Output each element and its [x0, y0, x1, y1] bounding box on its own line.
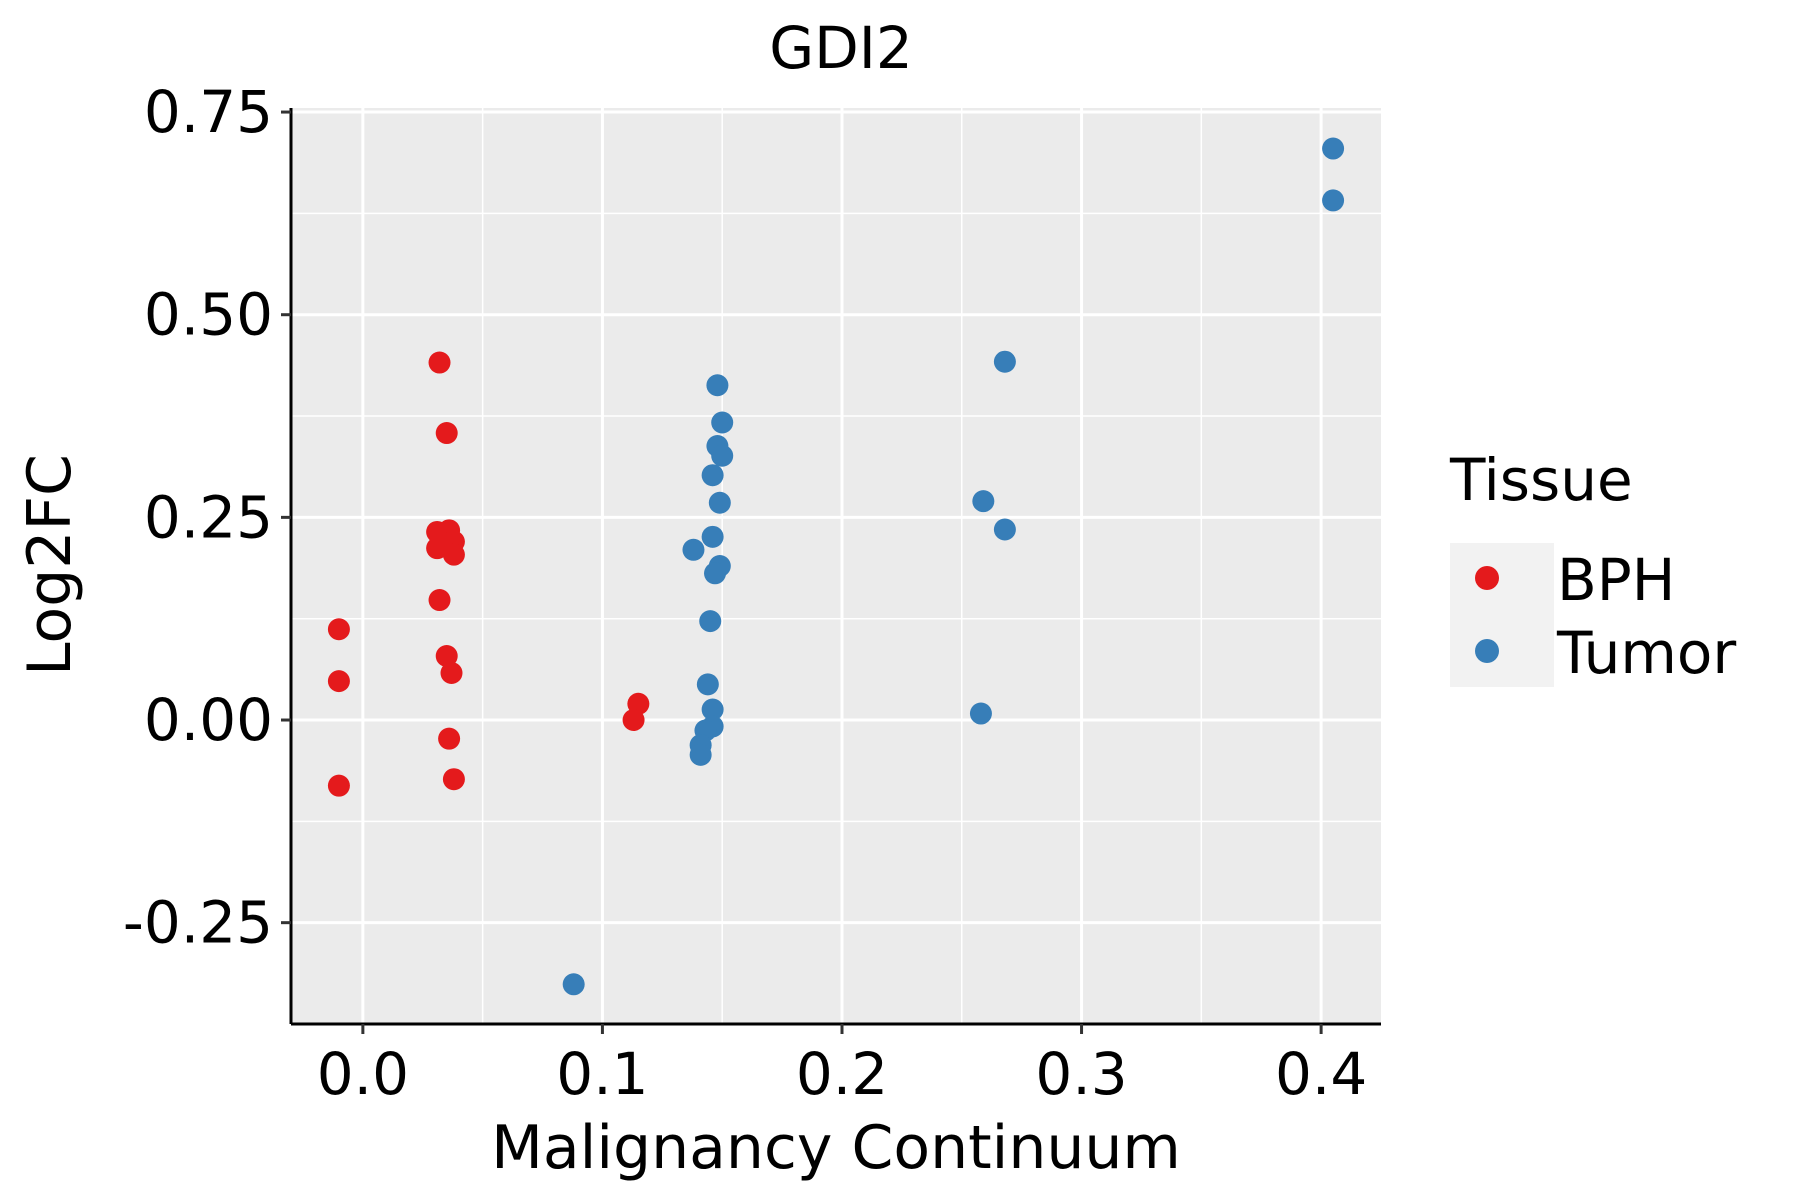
legend-key-bph	[1475, 566, 1499, 590]
y-axis-label: Log2FC	[15, 454, 85, 676]
data-point-bph	[622, 709, 645, 732]
grid-major	[291, 108, 1381, 1024]
data-points	[327, 137, 1345, 996]
data-point-bph	[327, 774, 350, 797]
legend-keys-background	[1450, 543, 1554, 687]
data-point-tumor	[1322, 137, 1345, 160]
y-axis-ticks: -0.25 0.00 0.25 0.50 0.75	[123, 78, 291, 957]
data-point-bph	[327, 670, 350, 693]
y-tick-label: 0.00	[144, 686, 273, 754]
data-point-bph	[435, 422, 458, 445]
data-point-bph	[440, 662, 463, 685]
data-point-bph	[442, 543, 465, 566]
y-tick-label: 0.50	[144, 281, 273, 349]
legend-key-tumor	[1475, 639, 1499, 663]
data-point-bph	[428, 589, 451, 612]
x-axis-label: Malignancy Continuum	[491, 1113, 1181, 1183]
data-point-tumor	[699, 610, 722, 633]
data-point-tumor	[682, 538, 705, 561]
legend-label-bph: BPH	[1557, 546, 1675, 614]
plot-panel	[291, 108, 1381, 1024]
data-point-bph	[327, 618, 350, 641]
legend: Tissue BPH Tumor	[1449, 446, 1736, 687]
data-point-tumor	[562, 973, 585, 996]
y-tick-label: 0.75	[144, 78, 273, 146]
data-point-tumor	[972, 490, 995, 513]
data-point-tumor	[701, 464, 724, 487]
x-tick-label: 0.0	[317, 1040, 409, 1108]
data-point-tumor	[993, 350, 1016, 373]
data-point-tumor	[701, 698, 724, 721]
data-point-tumor	[969, 702, 992, 725]
y-tick-label: -0.25	[123, 889, 273, 957]
y-tick-label: 0.25	[144, 483, 273, 551]
chart-title: GDI2	[769, 14, 913, 82]
data-point-tumor	[704, 562, 727, 585]
data-point-tumor	[711, 444, 734, 467]
x-tick-label: 0.1	[556, 1040, 648, 1108]
data-point-bph	[438, 727, 461, 750]
data-point-bph	[442, 768, 465, 791]
legend-title: Tissue	[1449, 446, 1633, 514]
grid-minor	[291, 108, 1381, 1024]
x-tick-label: 0.3	[1035, 1040, 1127, 1108]
data-point-tumor	[993, 518, 1016, 541]
data-point-tumor	[696, 673, 719, 696]
data-point-tumor	[1322, 189, 1345, 212]
data-point-bph	[428, 351, 451, 374]
data-point-tumor	[706, 374, 729, 397]
data-point-tumor	[711, 411, 734, 434]
data-point-tumor	[701, 525, 724, 548]
data-point-bph	[435, 644, 458, 667]
data-point-tumor	[689, 743, 712, 766]
data-point-tumor	[708, 491, 731, 514]
x-tick-label: 0.4	[1275, 1040, 1367, 1108]
x-axis-ticks: 0.0 0.1 0.2 0.3 0.4	[317, 1024, 1367, 1108]
x-tick-label: 0.2	[796, 1040, 888, 1108]
legend-label-tumor: Tumor	[1556, 619, 1736, 687]
